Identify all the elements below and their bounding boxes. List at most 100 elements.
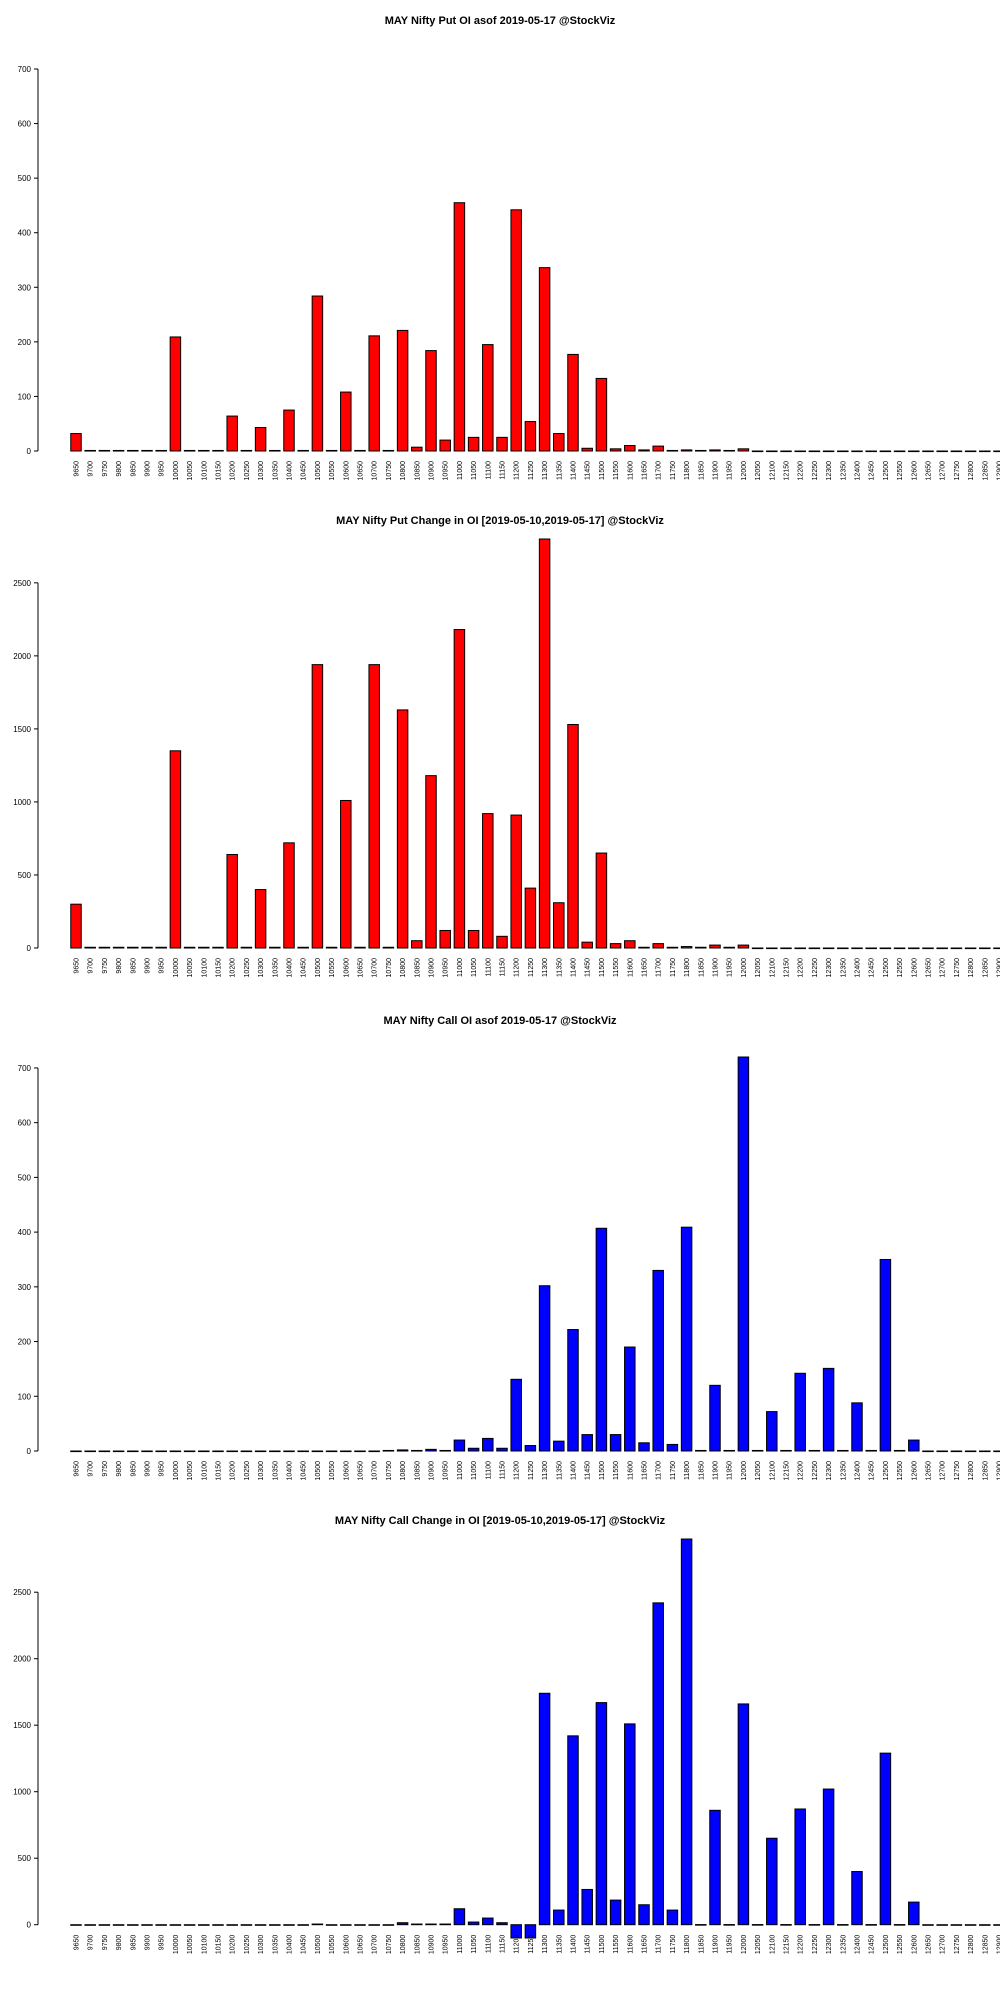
x-tick-label: 12300 [826,461,833,481]
bar-10350 [269,946,281,949]
x-tick-label: 11350 [556,958,563,977]
x-tick-label: 11200 [514,1935,521,1954]
bar-11450 [581,941,593,949]
x-tick-label: 12850 [982,1935,989,1955]
bar-12850 [979,450,991,453]
x-tick-label: 12150 [784,958,791,978]
bar-12000 [737,944,750,949]
x-tick-label: 10000 [173,958,180,978]
x-tick-label: 9900 [145,1461,152,1477]
bar-10950 [439,1449,451,1452]
bar-12500 [879,1752,892,1926]
x-tick-label: 12350 [840,1461,847,1481]
bar-10150 [212,1450,224,1453]
x-tick-label: 10750 [386,1935,393,1955]
bar-10250 [240,1924,253,1926]
x-tick-label: 10000 [173,1461,180,1481]
bar-11800 [680,946,693,949]
bar-11350 [553,1440,565,1452]
x-tick-label: 11950 [727,1461,734,1480]
x-tick-label: 10600 [343,461,350,481]
bar-9900 [141,946,153,949]
bar-12900 [993,1924,1000,1926]
x-tick-label: 11250 [528,1461,535,1480]
bar-12000 [737,1703,750,1926]
x-tick-label: 12700 [940,1461,947,1481]
x-tick-label: 12000 [741,958,748,978]
bar-11900 [709,1809,721,1926]
x-tick-label: 12500 [883,958,890,978]
bar-11750 [666,449,679,452]
x-tick-label: 11700 [656,461,663,480]
x-tick-label: 10300 [258,1461,265,1481]
bar-10550 [325,946,338,949]
x-tick-label: 10250 [244,958,251,978]
x-tick-label: 9850 [130,1461,137,1477]
x-tick-label: 12850 [982,958,989,978]
x-tick-label: 11500 [599,1461,606,1480]
bar-11500 [595,1227,608,1452]
x-tick-label: 10150 [216,461,223,481]
bar-12600 [908,1439,920,1452]
bar-12550 [893,947,906,950]
x-tick-label: 10050 [187,958,194,978]
bar-11950 [723,449,735,452]
x-tick-label: 12050 [755,958,762,978]
x-tick-label: 10050 [187,1461,194,1481]
bar-10850 [411,1449,423,1452]
y-tick-label: 1500 [13,1721,31,1730]
x-tick-label: 10800 [400,1461,407,1481]
bar-10850 [411,940,423,949]
x-tick-label: 12600 [911,461,918,481]
bar-11050 [467,436,480,452]
x-tick-label: 10150 [216,958,223,978]
bar-10450 [297,449,309,452]
bar-9750 [98,449,111,452]
bar-11550 [609,1899,622,1926]
bar-12750 [950,1450,963,1453]
bar-9950 [155,1924,167,1926]
bar-11300 [538,267,551,452]
bar-10250 [240,946,253,949]
bar-11300 [538,538,551,949]
bar-11200 [510,1378,522,1452]
bar-10550 [325,1450,338,1453]
y-tick-label: 300 [18,1283,32,1292]
x-tick-label: 12800 [968,1461,975,1481]
x-tick-label: 11250 [528,958,535,977]
bar-11200 [510,814,522,949]
x-tick-label: 11700 [656,1461,663,1480]
x-tick-label: 9650 [74,1461,81,1477]
x-tick-label: 9750 [102,958,109,974]
bar-9950 [155,449,167,452]
bar-10300 [254,1924,267,1926]
x-tick-label: 10550 [329,461,336,481]
bar-11600 [624,940,636,949]
x-tick-label: 11650 [642,958,649,977]
x-tick-label: 11900 [713,1461,720,1480]
y-tick-label: 2000 [13,1655,31,1664]
x-tick-label: 11700 [656,1935,663,1954]
bar-11800 [680,449,693,452]
x-tick-label: 12250 [812,1461,819,1481]
x-tick-label: 11250 [528,1935,535,1954]
x-tick-label: 12750 [954,1935,961,1955]
x-tick-label: 11750 [670,1461,677,1480]
x-tick-label: 12250 [812,461,819,481]
x-tick-label: 11600 [627,461,634,480]
bar-9750 [98,1450,111,1453]
bar-10000 [169,750,182,949]
x-tick-label: 11350 [556,461,563,480]
bar-10050 [183,1450,196,1453]
y-tick-label: 400 [18,1228,32,1237]
y-tick-label: 0 [27,1921,32,1930]
bar-10300 [254,889,267,949]
x-tick-label: 11950 [727,461,734,480]
bar-10650 [354,449,366,452]
bar-11400 [567,1329,579,1452]
bar-9800 [112,449,125,452]
y-tick-label: 700 [18,65,32,74]
call-change-oi-chart: MAY Nifty Call Change in OI [2019-05-10,… [13,1515,1000,1955]
x-tick-label: 12200 [798,461,805,481]
bar-12900 [993,1450,1000,1453]
